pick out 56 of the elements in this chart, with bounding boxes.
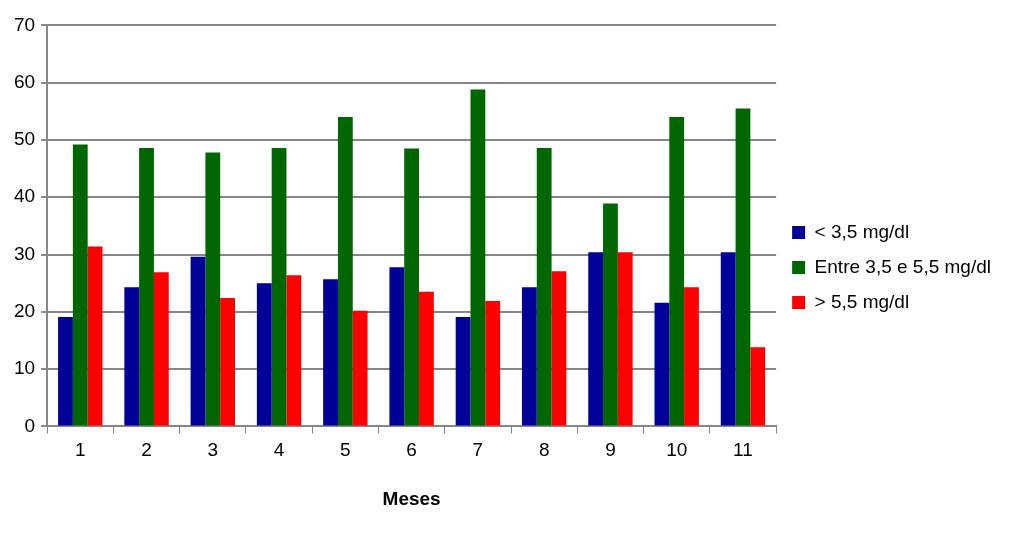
bar (419, 291, 434, 426)
y-tick-label: 70 (13, 13, 36, 35)
x-tick-label: 4 (273, 439, 285, 461)
bar (256, 283, 272, 426)
bar (404, 148, 420, 426)
bar (124, 287, 140, 426)
bar (58, 316, 73, 426)
x-tick-label: 10 (666, 439, 688, 461)
bar (271, 147, 287, 426)
bar (389, 267, 405, 426)
bar (536, 147, 552, 426)
bar (669, 117, 685, 426)
x-tick-label: 11 (733, 439, 753, 461)
bar (72, 144, 88, 426)
bar (190, 256, 206, 426)
bar (220, 298, 236, 426)
y-tick-label: 0 (24, 414, 36, 436)
x-tick-label: 9 (605, 439, 616, 461)
x-tick-label: 5 (340, 439, 351, 461)
y-tick-label: 50 (13, 128, 36, 150)
bar (521, 287, 537, 426)
legend-label: > 5,5 mg/dl (814, 290, 910, 312)
y-tick-label: 40 (13, 185, 36, 207)
bar (684, 287, 699, 426)
y-tick-label: 30 (13, 242, 36, 264)
bar (603, 203, 618, 426)
bar (617, 252, 633, 426)
bar (720, 252, 736, 426)
bar (470, 89, 486, 426)
bar (735, 108, 751, 426)
legend-label: < 3,5 mg/dl (814, 220, 910, 242)
x-tick-label: 6 (406, 439, 417, 461)
x-tick-label: 2 (141, 439, 152, 461)
bar (153, 272, 169, 426)
bar (139, 147, 154, 426)
bar (337, 117, 353, 426)
bar (485, 300, 501, 426)
bar (87, 246, 103, 426)
legend-label: Entre 3,5 e 5,5 mg/dl (814, 255, 992, 277)
bar (323, 279, 338, 426)
y-tick-label: 60 (13, 70, 36, 92)
x-axis-title: Meses (382, 487, 441, 509)
bar (551, 271, 567, 426)
x-tick-label: 8 (538, 439, 550, 461)
y-tick-label: 10 (13, 357, 36, 379)
x-tick-label: 3 (207, 439, 219, 461)
x-tick-label: 7 (472, 439, 484, 461)
bar (286, 275, 302, 426)
bar (588, 252, 604, 426)
bar (352, 310, 368, 426)
bar (750, 347, 766, 426)
bar (455, 316, 471, 426)
x-tick-label: 1 (74, 439, 86, 461)
bar (205, 152, 221, 426)
y-tick-label: 20 (13, 300, 36, 322)
bar (654, 302, 670, 426)
